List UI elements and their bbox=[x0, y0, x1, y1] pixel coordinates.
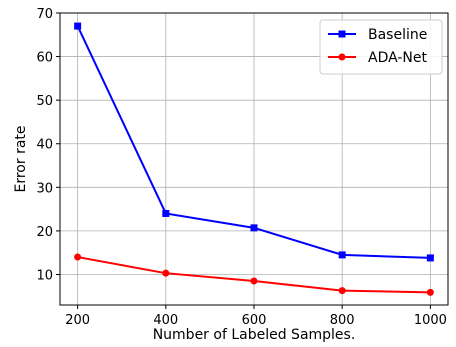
y-tick-label: 60 bbox=[36, 51, 53, 66]
y-tick-label: 40 bbox=[36, 138, 53, 153]
data-point-circle bbox=[74, 253, 82, 261]
legend-entry: ADA-Net bbox=[328, 50, 428, 66]
y-tick-label: 70 bbox=[36, 7, 53, 22]
axis-ticks: 200 400 600 800 1000 10 20 30 40 50 60 70 bbox=[36, 7, 446, 328]
x-tick-label: 600 bbox=[242, 313, 267, 328]
y-tick-label: 30 bbox=[36, 181, 53, 196]
x-tick-label: 800 bbox=[330, 313, 355, 328]
data-point-circle bbox=[338, 287, 346, 295]
data-point-circle bbox=[250, 277, 258, 285]
y-tick-label: 50 bbox=[36, 94, 53, 109]
y-axis-label: Error rate bbox=[13, 125, 29, 192]
data-point-square bbox=[74, 22, 82, 30]
legend-label: Baseline bbox=[368, 27, 427, 43]
data-point-square bbox=[338, 251, 346, 259]
legend-entry: Baseline bbox=[328, 27, 427, 43]
legend-marker-square bbox=[338, 30, 346, 38]
x-tick-label: 200 bbox=[65, 313, 90, 328]
y-tick-label: 10 bbox=[36, 268, 53, 283]
series-baseline bbox=[74, 22, 434, 262]
data-point-square bbox=[162, 209, 170, 217]
legend-label: ADA-Net bbox=[368, 50, 428, 66]
legend: Baseline ADA-Net bbox=[319, 19, 443, 75]
data-point-square bbox=[426, 254, 434, 262]
data-point-square bbox=[250, 224, 258, 232]
x-axis-label: Number of Labeled Samples. bbox=[153, 327, 356, 343]
legend-marker-circle bbox=[338, 53, 346, 61]
series-ada-net bbox=[74, 253, 434, 296]
x-tick-label: 400 bbox=[153, 313, 178, 328]
y-tick-label: 20 bbox=[36, 225, 53, 240]
x-tick-label: 1000 bbox=[414, 313, 447, 328]
data-point-circle bbox=[162, 269, 170, 277]
data-series bbox=[74, 22, 434, 296]
data-point-circle bbox=[426, 288, 434, 296]
